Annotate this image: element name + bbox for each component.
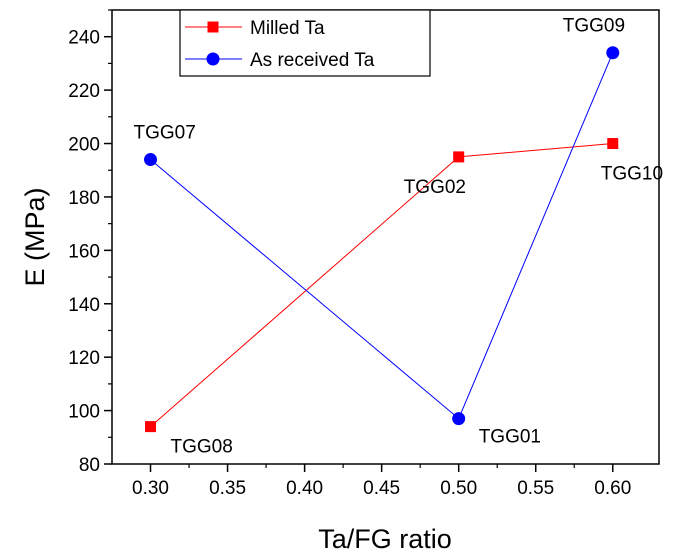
- series-line-0: [150, 143, 613, 427]
- y-tick-label: 160: [68, 241, 100, 262]
- legend: Milled Ta As received Ta: [179, 9, 431, 77]
- y-axis-title: E (MPa): [20, 187, 50, 286]
- data-point-0-0: [145, 421, 157, 433]
- point-label: TGG02: [404, 177, 466, 198]
- x-tick-label: 0.40: [286, 478, 323, 499]
- legend-label: As received Ta: [250, 50, 375, 71]
- y-tick-label: 100: [68, 402, 100, 423]
- point-label: TGG01: [479, 427, 541, 448]
- series-layer: [144, 46, 620, 433]
- y-tick-label: 240: [68, 28, 100, 49]
- plot-frame: [111, 9, 660, 465]
- legend-marker: [207, 21, 219, 33]
- y-tick-label: 220: [68, 81, 100, 102]
- x-axis: 0.30 0.35 0.40 0.45 0.50 0.55 0.60: [132, 464, 631, 499]
- x-tick-label: 0.30: [132, 478, 169, 499]
- point-label: TGG10: [601, 164, 663, 185]
- legend-label: Milled Ta: [250, 18, 325, 39]
- x-tick-label: 0.50: [440, 478, 477, 499]
- x-axis-title: Ta/FG ratio: [318, 524, 452, 554]
- data-point-1-1: [452, 412, 466, 426]
- data-point-0-2: [607, 138, 619, 150]
- data-point-0-1: [453, 151, 465, 163]
- y-axis: 80 100 120 140 160 180 200 220 240: [68, 9, 112, 476]
- legend-box: [179, 9, 431, 77]
- point-label: TGG07: [134, 123, 196, 144]
- legend-marker: [206, 52, 220, 66]
- x-tick-label: 0.60: [594, 478, 631, 499]
- point-labels: TGG08 TGG02 TGG10 TGG07 TGG01 TGG09: [134, 16, 664, 458]
- y-tick-label: 180: [68, 188, 100, 209]
- point-label: TGG09: [563, 16, 625, 37]
- y-tick-label: 80: [79, 455, 100, 476]
- x-tick-label: 0.35: [209, 478, 246, 499]
- point-label: TGG08: [171, 437, 233, 458]
- plot-area: [111, 9, 660, 465]
- y-tick-label: 120: [68, 348, 100, 369]
- x-tick-label: 0.55: [517, 478, 554, 499]
- data-point-1-2: [606, 46, 620, 60]
- y-tick-label: 140: [68, 295, 100, 316]
- x-tick-label: 0.45: [363, 478, 400, 499]
- series-line-1: [150, 52, 614, 420]
- y-tick-label: 200: [68, 135, 100, 156]
- data-point-1-0: [144, 153, 158, 167]
